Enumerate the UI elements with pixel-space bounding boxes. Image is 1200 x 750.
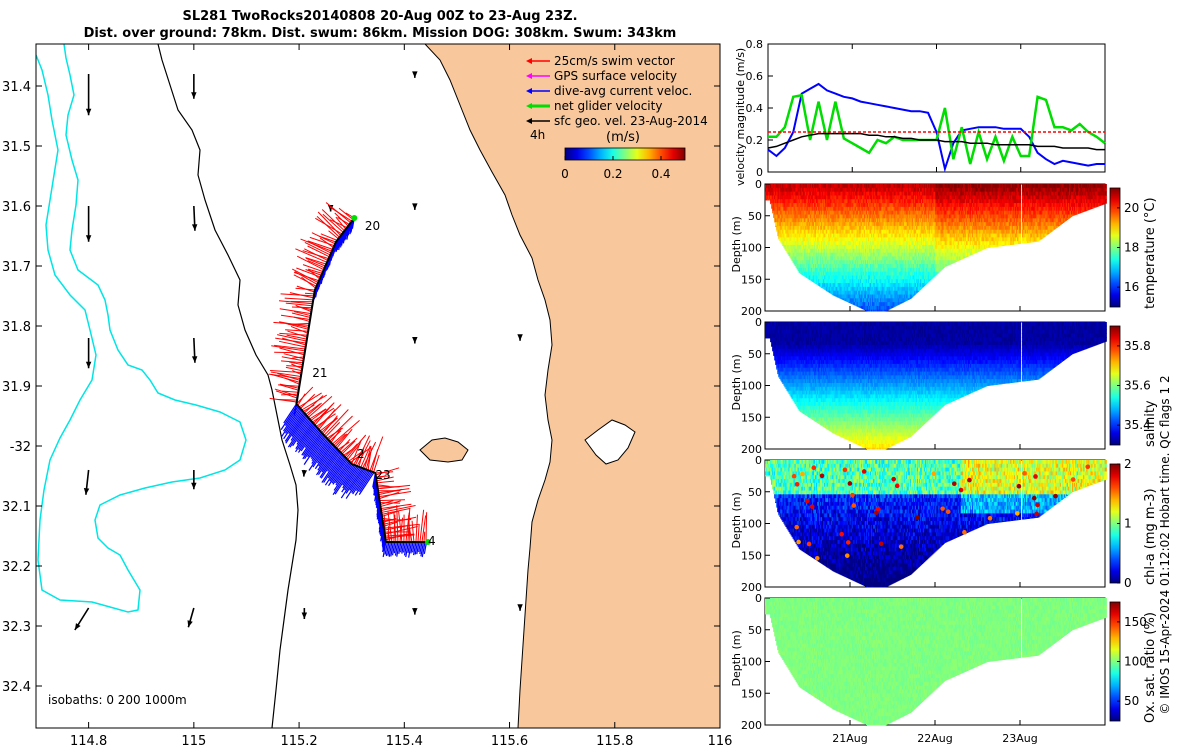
section-x-tick-label: 22Aug <box>917 732 952 745</box>
velocity-y-tick-label: 0.4 <box>746 102 764 115</box>
map-y-tick-label: 31.8 <box>2 320 31 335</box>
section-x-tick-label: 21Aug <box>832 732 867 745</box>
section-colorbar-label: chl-a (mg m-3) <box>1143 488 1158 585</box>
legend-label: GPS surface velocity <box>554 69 677 83</box>
velocity-panel: 00.20.40.60.8 velocity magnitude (m/s) <box>734 38 1105 186</box>
legend-label: 25cm/s swim vector <box>554 54 675 68</box>
depth-tick-label: 100 <box>741 518 762 531</box>
velocity-y-tick-label: 0.6 <box>746 70 764 83</box>
section-ylabel: Depth (m) <box>730 216 743 272</box>
colorbar-tick-label: 35.6 <box>1124 379 1151 393</box>
depth-tick-label: 150 <box>741 549 762 562</box>
map-y-tick-label: 31.6 <box>2 200 31 215</box>
colorbar-tick-label: 18 <box>1124 241 1139 255</box>
map-x-tick-label: 116 <box>708 734 733 749</box>
map-y-tick-label: 32.1 <box>2 500 31 515</box>
track-day-label: 20 <box>365 219 380 233</box>
isobath-legend-text: isobaths: 0 200 1000m <box>48 693 187 707</box>
depth-tick-label: 100 <box>741 656 762 669</box>
colorbar-tick-label: 0 <box>561 167 569 181</box>
section-colorbar-label: salinity <box>1143 400 1158 447</box>
depth-tick-label: 50 <box>748 210 762 223</box>
colorbar-tick-label: 16 <box>1124 280 1139 294</box>
depth-tick-label: 50 <box>748 486 762 499</box>
legend-label: net glider velocity <box>554 99 662 113</box>
depth-tick-label: 100 <box>741 380 762 393</box>
map-y-tick-label: 31.5 <box>2 140 31 155</box>
map-y-tick-label: 31.4 <box>2 80 31 95</box>
depth-tick-label: 0 <box>755 316 762 329</box>
map-y-tick-label: -32 <box>10 440 31 455</box>
depth-tick-label: 50 <box>748 348 762 361</box>
depth-tick-label: 0 <box>755 178 762 191</box>
colorbar-tick-label: 50 <box>1124 694 1139 708</box>
map-x-tick-label: 115.8 <box>596 734 633 749</box>
map-x-tick-label: 114.8 <box>70 734 107 749</box>
map-panel: 20 21 2 23 4 114.8 115 115.2 115.4 115.6 115.8 116… <box>2 44 732 749</box>
colorbar-tick-label: 35.8 <box>1124 339 1151 353</box>
colorbar-tick-label: 1 <box>1124 517 1132 531</box>
map-x-tick-label: 115.6 <box>491 734 528 749</box>
map-y-tick-label: 31.9 <box>2 380 31 395</box>
map-y-tick-label: 32.2 <box>2 560 31 575</box>
track-day-label: 21 <box>312 366 327 380</box>
legend-label: sfc geo. vel. 23-Aug-2014 <box>554 114 708 128</box>
section-colorbar-label: temperature (°C) <box>1143 197 1158 309</box>
depth-tick-label: 150 <box>741 273 762 286</box>
velocity-ylabel: velocity magnitude (m/s) <box>734 48 747 186</box>
depth-tick-label: 0 <box>755 454 762 467</box>
map-y-tick-label: 32.4 <box>2 680 31 695</box>
colorbar-tick-label: 0 <box>1124 576 1132 590</box>
colorbar-ramp <box>565 148 685 160</box>
section-ylabel: Depth (m) <box>730 492 743 548</box>
depth-tick-label: 150 <box>741 411 762 424</box>
track-day-label: 23 <box>375 468 390 482</box>
colorbar-tick-label: 0.4 <box>651 167 670 181</box>
section-x-tick-label: 23Aug <box>1002 732 1037 745</box>
depth-tick-label: 200 <box>741 719 762 732</box>
colorbar-tick-label: 2 <box>1124 457 1132 471</box>
section-ylabel: Depth (m) <box>730 354 743 410</box>
depth-tick-label: 150 <box>741 687 762 700</box>
colorbar-prefix: 4h <box>530 128 545 142</box>
colorbar-tick-label: 20 <box>1124 201 1139 215</box>
velocity-y-tick-label: 0.8 <box>746 38 764 51</box>
map-y-tick-label: 32.3 <box>2 620 31 635</box>
velocity-y-tick-label: 0.2 <box>746 134 764 147</box>
map-x-tick-label: 115.2 <box>280 734 317 749</box>
legend-entry: sfc geo. vel. 23-Aug-2014 <box>526 114 708 128</box>
velocity-frame <box>768 44 1105 172</box>
track-day-label: 4 <box>428 534 436 548</box>
copyright-label: © IMOS 15-Apr-2024 01:12:02 Hobart time.… <box>1158 355 1176 735</box>
colorbar-tick-label: 0.2 <box>603 167 622 181</box>
section-ylabel: Depth (m) <box>730 630 743 686</box>
colorbar-units: (m/s) <box>606 130 640 145</box>
map-y-tick-label: 31.7 <box>2 260 31 275</box>
section-colorbar-label: Ox. sat. ratio (%) <box>1143 612 1158 723</box>
legend-label: dive-avg current veloc. <box>554 84 692 98</box>
net-velocity-marker <box>351 215 357 221</box>
map-x-tick-label: 115.4 <box>386 734 423 749</box>
track-day-label: 2 <box>357 447 365 461</box>
depth-tick-label: 50 <box>748 624 762 637</box>
depth-tick-label: 0 <box>755 592 762 605</box>
depth-tick-label: 100 <box>741 242 762 255</box>
map-x-tick-label: 115 <box>181 734 206 749</box>
